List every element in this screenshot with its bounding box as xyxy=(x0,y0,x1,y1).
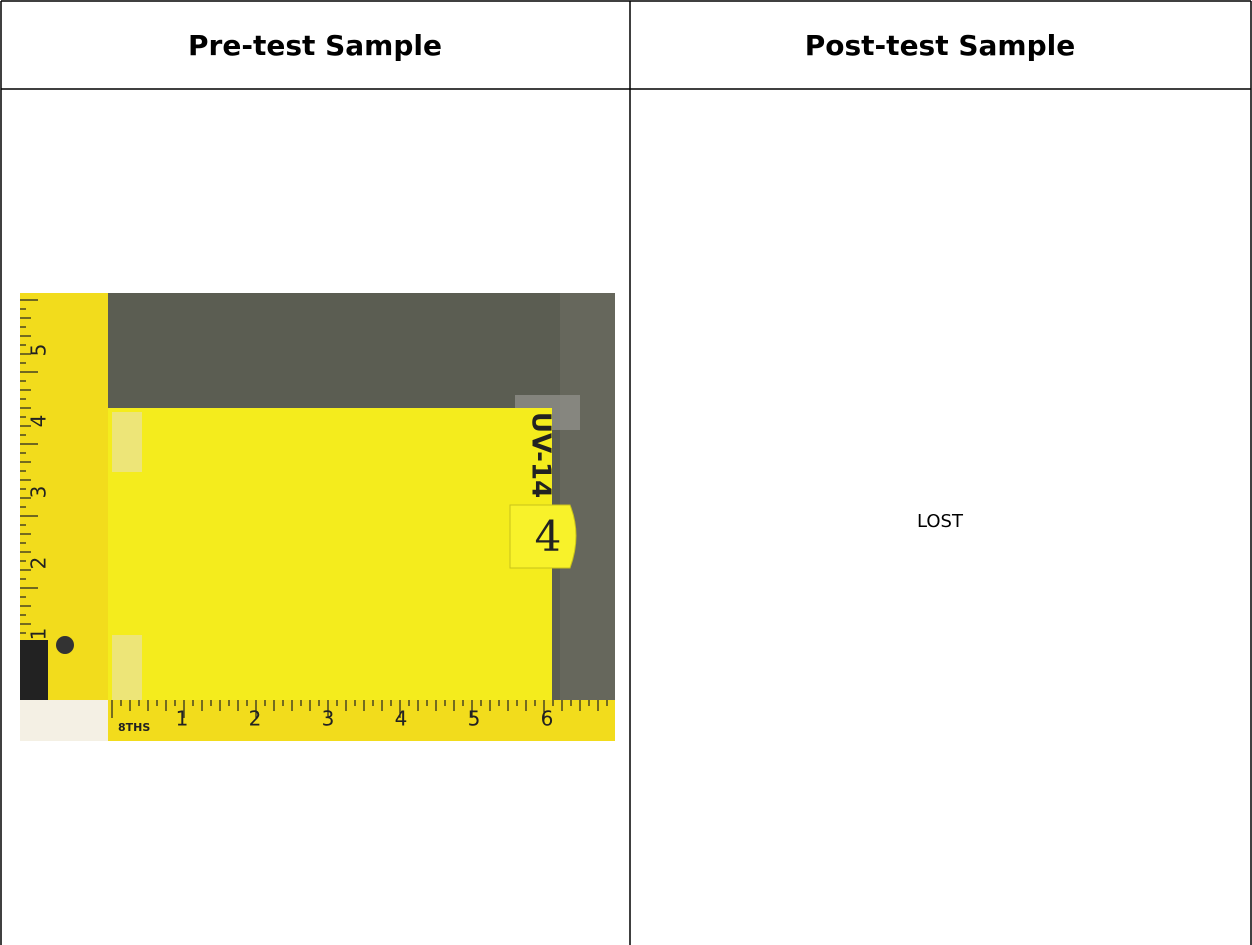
header-cell: Pre-test Sample xyxy=(188,29,442,62)
photo-shade xyxy=(560,293,615,703)
ruler-number: 5 xyxy=(27,344,51,357)
ruler-number: 5 xyxy=(468,707,481,731)
ruler-number: 2 xyxy=(27,557,51,570)
page: Pre-test Sample Post-test Sample LOST 4 … xyxy=(0,0,1252,945)
document: Pre-test Sample Post-test Sample LOST 4 … xyxy=(0,0,1252,945)
sample-photo: 4 UV-14 8THS 5 4 3 2 1 1 2 3 4 5 6 xyxy=(20,293,615,741)
ruler-number: 6 xyxy=(541,707,554,731)
ruler-number: 2 xyxy=(249,707,262,731)
ruler-number: 4 xyxy=(27,415,51,428)
tape xyxy=(112,635,142,700)
ruler-number: 1 xyxy=(27,628,51,641)
yellow-sample xyxy=(108,408,552,705)
tape xyxy=(112,412,142,472)
binder-clip xyxy=(20,640,48,700)
ruler-number: 3 xyxy=(27,486,51,499)
sample-marking: UV-14 xyxy=(526,412,556,498)
ruler-hole xyxy=(56,636,74,654)
ruler-corner xyxy=(20,700,108,741)
tag-number: 4 xyxy=(535,512,562,561)
ruler-number: 1 xyxy=(176,707,189,731)
header-cell: Post-test Sample xyxy=(805,29,1075,62)
cell-text: LOST xyxy=(917,511,964,532)
ruler-units: 8THS xyxy=(118,721,150,734)
ruler-number: 3 xyxy=(322,707,335,731)
ruler-number: 4 xyxy=(395,707,408,731)
